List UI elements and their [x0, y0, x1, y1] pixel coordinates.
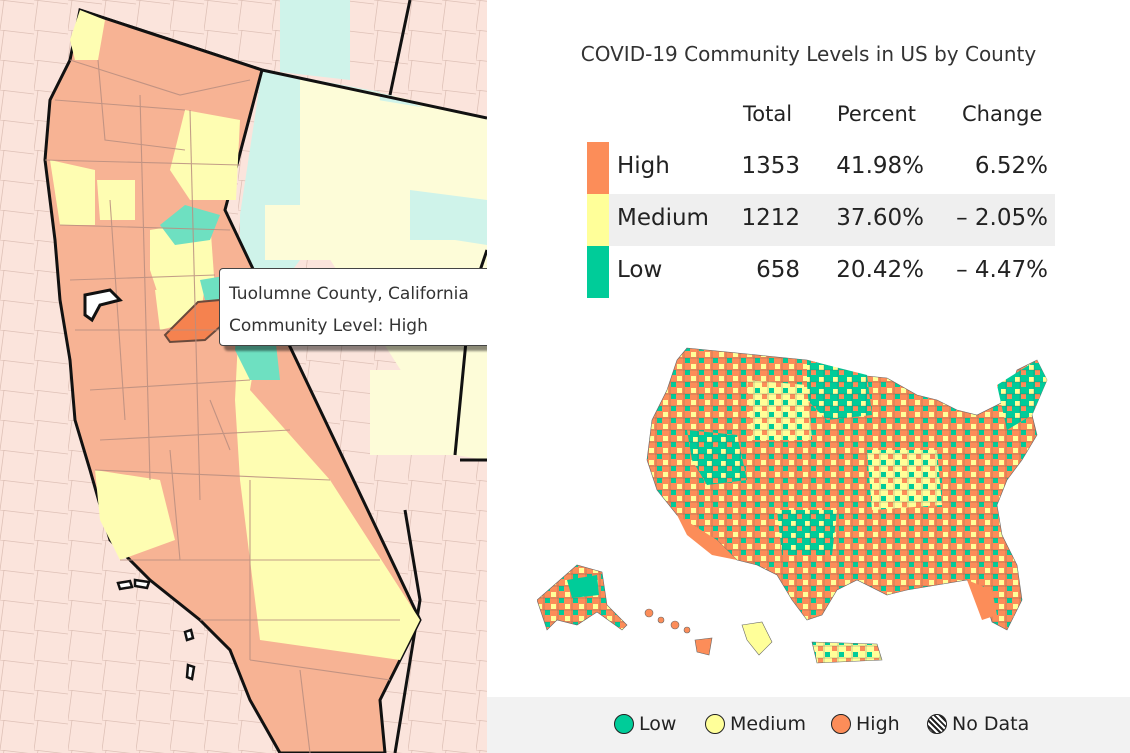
medium-dot-icon — [705, 714, 725, 734]
row-percent: 41.98% — [836, 153, 924, 179]
us-county-map[interactable] — [537, 340, 1077, 675]
low-color-swatch — [587, 246, 609, 298]
alaska-shape — [537, 564, 628, 631]
row-level-label: Low — [617, 257, 663, 283]
medium-color-swatch — [587, 194, 609, 246]
row-total: 658 — [756, 257, 800, 283]
map-legend: Low Medium High No Data — [487, 697, 1130, 753]
legend-item-low[interactable]: Low — [614, 711, 676, 737]
legend-item-medium[interactable]: Medium — [705, 711, 806, 737]
row-total: 1353 — [741, 153, 800, 179]
row-percent: 20.42% — [836, 257, 924, 283]
legend-item-no-data[interactable]: No Data — [927, 711, 1029, 737]
row-change: – 2.05% — [956, 205, 1048, 231]
county-tooltip: Tuolumne County, California Community Le… — [219, 268, 487, 346]
row-percent: 37.60% — [836, 205, 924, 231]
low-dot-icon — [614, 714, 634, 734]
table-row-low: Low 658 20.42% – 4.47% — [587, 246, 1055, 298]
hawaii-shape — [644, 608, 713, 656]
summary-panel: COVID-19 Community Levels in US by Count… — [487, 0, 1130, 753]
row-change: – 4.47% — [956, 257, 1048, 283]
table-row-medium: Medium 1212 37.60% – 2.05% — [587, 194, 1055, 246]
hatched-dot-icon — [927, 714, 947, 734]
column-header-percent: Percent — [837, 102, 917, 126]
table-row-high: High 1353 41.98% 6.52% — [587, 142, 1055, 194]
high-dot-icon — [831, 714, 851, 734]
puerto-rico-shape — [811, 641, 883, 664]
high-color-swatch — [587, 142, 609, 194]
legend-label: High — [856, 713, 900, 735]
legend-label: No Data — [952, 713, 1030, 735]
legend-label: Medium — [730, 713, 806, 735]
tooltip-county-name: Tuolumne County, California — [229, 284, 469, 304]
column-header-change: Change — [962, 102, 1043, 126]
california-zoom-map[interactable]: Tuolumne County, California Community Le… — [0, 0, 487, 753]
row-change: 6.52% — [974, 153, 1048, 179]
row-level-label: High — [617, 153, 670, 179]
column-header-total: Total — [743, 102, 793, 126]
tooltip-community-level: Community Level: High — [229, 316, 428, 336]
legend-item-high[interactable]: High — [831, 711, 900, 737]
legend-label: Low — [639, 713, 677, 735]
row-level-label: Medium — [617, 205, 709, 231]
row-total: 1212 — [741, 205, 800, 231]
page-title: COVID-19 Community Levels in US by Count… — [580, 42, 1037, 66]
